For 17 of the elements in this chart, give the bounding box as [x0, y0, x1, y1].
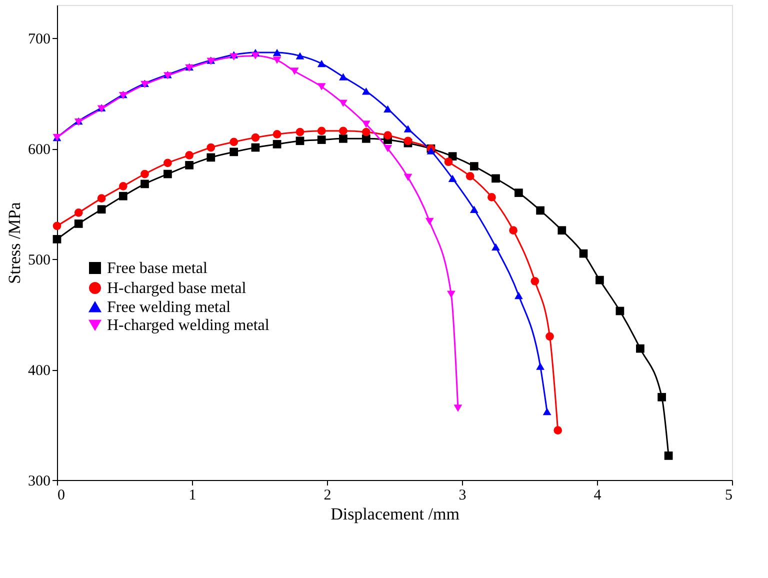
x-tick-label: 3	[458, 488, 466, 504]
x-tick-label: 2	[324, 488, 332, 504]
legend-label: Free base metal	[107, 260, 208, 277]
legend-label: H-charged welding metal	[107, 317, 270, 334]
y-tick-label: 700	[28, 32, 50, 48]
y-tick-label: 600	[28, 142, 50, 158]
y-axis-title: Stress /MPa	[5, 202, 24, 284]
x-tick-label: 1	[188, 488, 196, 504]
x-tick-label: 5	[725, 488, 732, 504]
legend-label: H-charged base metal	[107, 280, 247, 297]
x-axis-title: Displacement /mm	[330, 504, 460, 524]
x-tick-label: 4	[594, 488, 602, 504]
x-tick-label: 0	[58, 488, 65, 504]
legend-label: Free welding metal	[107, 299, 232, 316]
y-tick-label: 300	[28, 474, 50, 490]
y-tick-label: 500	[28, 252, 50, 269]
y-tick-label: 400	[28, 363, 50, 380]
